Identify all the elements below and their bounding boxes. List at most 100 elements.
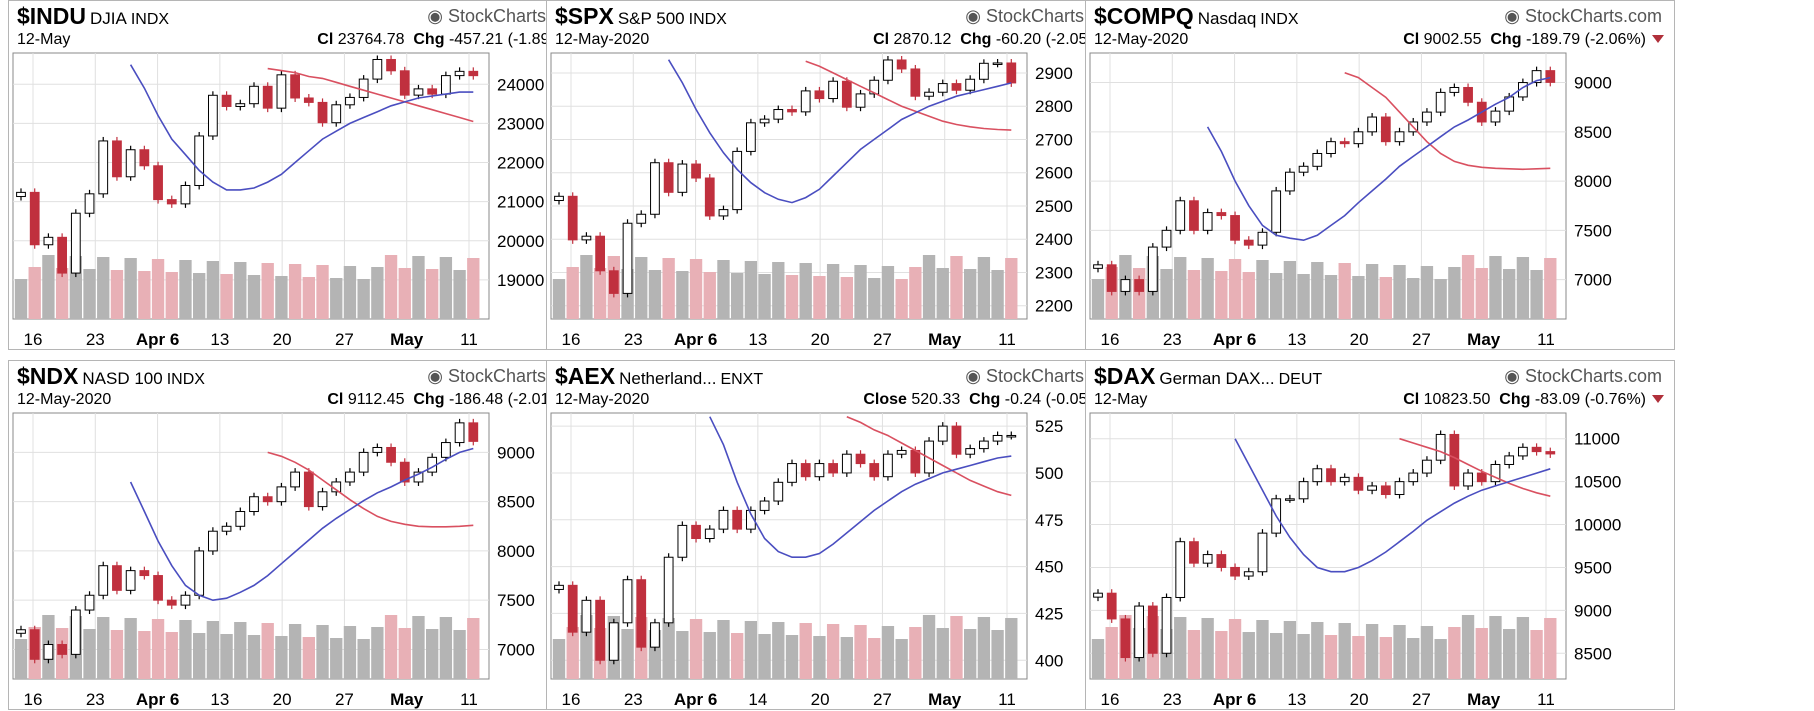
volume-bar bbox=[453, 630, 466, 679]
candle-body bbox=[1463, 86, 1473, 103]
x-tick-label: 11 bbox=[998, 690, 1016, 709]
volume-bar bbox=[151, 619, 165, 679]
volume-bar bbox=[28, 267, 41, 319]
y-tick-label: 11000 bbox=[1574, 430, 1620, 449]
candle-body bbox=[1271, 190, 1282, 233]
y-tick-label: 24000 bbox=[497, 75, 544, 94]
candle-body bbox=[468, 422, 479, 442]
close-value: 23764.78 bbox=[337, 31, 405, 48]
candle-body bbox=[1380, 485, 1391, 496]
candle-body bbox=[800, 90, 811, 113]
x-tick-label: 23 bbox=[1163, 330, 1182, 349]
volume-bar bbox=[288, 624, 302, 679]
candle-body bbox=[57, 644, 68, 655]
candle-body bbox=[57, 236, 68, 274]
y-tick-label: 9000 bbox=[1574, 74, 1612, 93]
candle-body bbox=[262, 85, 273, 109]
candle-body bbox=[84, 193, 95, 214]
volume-bar bbox=[991, 270, 1004, 319]
volume-bar bbox=[676, 631, 689, 679]
candle-body bbox=[567, 195, 578, 241]
exchange: ENXT bbox=[720, 371, 764, 388]
volume-bar bbox=[566, 627, 579, 679]
x-tick-label: 16 bbox=[24, 690, 43, 709]
candle-body bbox=[1230, 215, 1240, 241]
volume-bar bbox=[1379, 637, 1392, 679]
x-tick-label: Apr 6 bbox=[1213, 330, 1256, 349]
volume-bar bbox=[1352, 636, 1365, 679]
chart-plot: 7000 7500 8000 8500 9000 16 23 Apr 6 13 20 27 May 11 bbox=[12, 412, 535, 709]
candle-body bbox=[1298, 165, 1309, 173]
x-tick-label: 11 bbox=[998, 330, 1016, 349]
candle-body bbox=[235, 103, 246, 107]
volume-bar bbox=[1174, 617, 1187, 679]
volume-bar bbox=[1174, 257, 1187, 319]
candle-body bbox=[773, 109, 784, 120]
volume-bar bbox=[1005, 258, 1018, 319]
volume-bar bbox=[1324, 635, 1338, 679]
chart-plot: 400 425 450 475 500 525 16 23 Apr 6 14 20 27 May 11 bbox=[550, 412, 1063, 709]
candle-body bbox=[1243, 239, 1254, 246]
close-value: 10823.50 bbox=[1423, 391, 1491, 408]
candle-body bbox=[276, 74, 287, 109]
y-tick-label: 21000 bbox=[497, 193, 544, 212]
candle-body bbox=[235, 511, 246, 527]
volume-bar bbox=[55, 268, 69, 319]
x-tick-label: 13 bbox=[1287, 690, 1306, 709]
candle-body bbox=[427, 88, 438, 95]
volume-bar bbox=[193, 273, 206, 319]
candle-body bbox=[139, 149, 150, 167]
volume-bar bbox=[1489, 616, 1502, 679]
volume-bar bbox=[412, 616, 425, 679]
candle-body bbox=[468, 70, 479, 77]
chg-label: Chg bbox=[1499, 391, 1531, 408]
volume-bar bbox=[813, 636, 826, 679]
candle-body bbox=[554, 584, 564, 590]
logo: ◉ StockCharts.com bbox=[1504, 366, 1662, 386]
candle-body bbox=[166, 199, 177, 205]
candle-body bbox=[1298, 481, 1309, 500]
index-name: NASD 100 bbox=[82, 369, 163, 388]
candle-body bbox=[608, 622, 619, 661]
candle-body bbox=[1545, 70, 1556, 83]
index-name: Nasdaq bbox=[1197, 9, 1257, 28]
volume-bar bbox=[1091, 639, 1105, 679]
x-tick-label: Apr 6 bbox=[674, 690, 717, 709]
candle-body bbox=[1175, 200, 1186, 231]
candle-body bbox=[992, 62, 1003, 65]
y-tick-label: 8000 bbox=[497, 542, 535, 561]
candle-body bbox=[704, 177, 715, 217]
candle-body bbox=[1120, 279, 1131, 292]
moving-average-fast bbox=[129, 447, 474, 602]
volume-bar bbox=[330, 638, 343, 679]
candle-body bbox=[718, 209, 729, 217]
chart-panel: $DAX German DAX... DEUT ◉ StockCharts.com … bbox=[1085, 360, 1675, 710]
candle-body bbox=[290, 74, 301, 99]
candle-body bbox=[125, 149, 136, 178]
volume-bar bbox=[895, 639, 908, 679]
y-tick-label: 475 bbox=[1035, 511, 1063, 530]
volume-bar bbox=[330, 278, 343, 319]
volume-bar bbox=[206, 261, 220, 319]
symbol: $NDX bbox=[17, 363, 79, 389]
volume-bar bbox=[1338, 263, 1351, 319]
chg-label: Chg bbox=[413, 31, 445, 48]
x-tick-label: 23 bbox=[86, 330, 105, 349]
candle-body bbox=[221, 525, 232, 532]
x-tick-label: May bbox=[1467, 330, 1501, 349]
volume-bar bbox=[1475, 268, 1488, 319]
candle-body bbox=[924, 440, 934, 474]
chg-label: Chg bbox=[413, 391, 445, 408]
volume-bar bbox=[909, 267, 922, 319]
chart-plot: 8500 9000 9500 10000 10500 11000 16 23 Apr 6 13 20… bbox=[1089, 412, 1621, 709]
volume-bar bbox=[552, 279, 566, 319]
candle-body bbox=[29, 191, 40, 246]
volume-bar bbox=[1544, 258, 1557, 319]
candle-body bbox=[828, 80, 839, 100]
volume-bar bbox=[1297, 274, 1310, 319]
candle-body bbox=[166, 599, 177, 606]
candle-body bbox=[1189, 200, 1199, 231]
close-value: 9002.55 bbox=[1423, 31, 1482, 48]
date: 12-May-2020 bbox=[1094, 31, 1189, 48]
volume-bar bbox=[868, 278, 881, 319]
